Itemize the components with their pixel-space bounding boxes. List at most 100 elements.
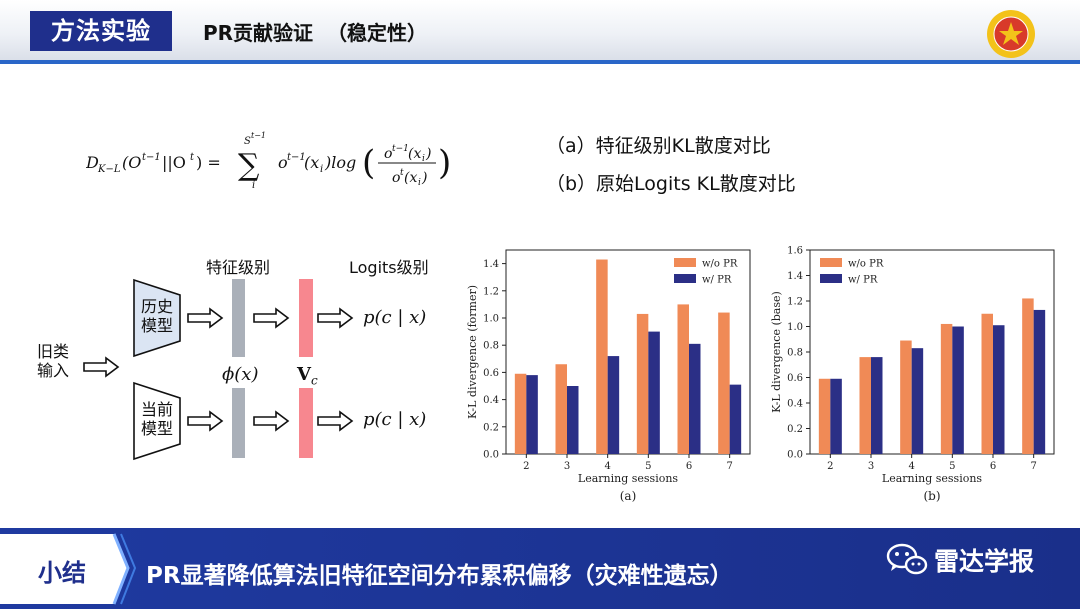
svg-text:(x: (x bbox=[404, 170, 417, 186]
model-diagram bbox=[83, 278, 353, 461]
note-a: （a）特征级别KL散度对比 bbox=[546, 135, 771, 157]
bar-wo-pr-5 bbox=[940, 323, 953, 454]
watermark-text: 雷达学报 bbox=[934, 547, 1035, 576]
bar-w-pr-5 bbox=[648, 331, 660, 454]
bar-wo-pr-4 bbox=[900, 340, 912, 454]
svg-text:i: i bbox=[252, 180, 255, 191]
svg-text:(x: (x bbox=[408, 146, 421, 162]
wechat-watermark: 雷达学报 bbox=[886, 540, 1051, 580]
svg-text:(: ( bbox=[362, 143, 375, 183]
svg-text:): ) bbox=[438, 143, 451, 183]
x-tick-label: 5 bbox=[949, 461, 955, 472]
y-axis-label: K-L divergence (base) bbox=[770, 291, 783, 413]
bar-w-pr-2 bbox=[830, 378, 842, 454]
bar-wo-pr-2 bbox=[818, 378, 831, 454]
y-tick-label: 1.2 bbox=[483, 286, 499, 297]
svg-text:t: t bbox=[400, 168, 404, 178]
svg-text:o: o bbox=[278, 153, 288, 172]
feature-bar-current bbox=[232, 388, 245, 458]
bar-wo-pr-3 bbox=[555, 364, 567, 454]
svg-text:) =: ) = bbox=[196, 153, 221, 172]
y-tick-label: 0.2 bbox=[787, 424, 803, 435]
y-tick-label: 1.2 bbox=[787, 297, 803, 308]
wechat-icon bbox=[886, 543, 928, 575]
legend-label-w-pr: w/ PR bbox=[702, 275, 732, 286]
svg-text:o: o bbox=[384, 146, 392, 162]
bar-wo-pr-7 bbox=[1022, 298, 1034, 454]
legend-swatch-wo-pr bbox=[820, 258, 842, 267]
svg-text:t−1: t−1 bbox=[142, 152, 161, 163]
y-tick-label: 1.6 bbox=[787, 246, 803, 257]
bar-wo-pr-2 bbox=[514, 373, 527, 454]
svg-text:t−1: t−1 bbox=[392, 144, 409, 154]
phi-label: ϕ(x) bbox=[222, 364, 259, 385]
chart-a: 0.0 0.2 0.4 0.6 0.8 1.0 1.2 1.4 2 3 4 5 6 7 Learning s… bbox=[466, 249, 751, 503]
section-tag: 方法实验 bbox=[30, 11, 172, 51]
svg-text:||O: ||O bbox=[162, 153, 186, 172]
svg-text:S: S bbox=[244, 136, 251, 147]
bar-wo-pr-3 bbox=[859, 357, 871, 454]
svg-text:(x: (x bbox=[304, 153, 319, 172]
y-tick-label: 0.2 bbox=[483, 422, 499, 433]
y-tick-label: 0.6 bbox=[483, 368, 499, 379]
svg-text:i: i bbox=[320, 164, 323, 175]
legend-label-w-pr: w/ PR bbox=[848, 275, 878, 286]
legend-swatch-w-pr bbox=[820, 274, 842, 283]
logit-bar-current bbox=[299, 388, 313, 458]
bar-wo-pr-6 bbox=[677, 304, 689, 454]
x-tick-label: 3 bbox=[868, 461, 874, 472]
svg-text:∑: ∑ bbox=[238, 148, 260, 183]
bar-wo-pr-6 bbox=[981, 313, 993, 454]
legend-swatch-wo-pr bbox=[674, 258, 696, 267]
y-tick-label: 0.8 bbox=[483, 341, 499, 352]
bar-w-pr-7 bbox=[729, 384, 742, 454]
logit-bar-history bbox=[299, 279, 313, 357]
y-tick-label: 1.0 bbox=[787, 322, 803, 333]
summary-text: PR显著降低算法旧特征空间分布累积偏移（灾难性遗忘） bbox=[146, 563, 733, 589]
input-label: 旧类 输入 bbox=[37, 342, 70, 380]
header-bar bbox=[0, 0, 1080, 62]
bar-w-pr-3 bbox=[871, 357, 883, 454]
bar-w-pr-5 bbox=[952, 326, 964, 454]
summary-tag: 小结 bbox=[38, 559, 86, 587]
svg-text:t−1: t−1 bbox=[287, 152, 306, 163]
bar-w-pr-4 bbox=[911, 348, 924, 454]
svg-text:K−L: K−L bbox=[97, 164, 121, 175]
y-tick-label: 0.4 bbox=[483, 395, 499, 406]
chart-caption: (b) bbox=[923, 489, 940, 503]
y-tick-label: 0.8 bbox=[787, 348, 803, 359]
x-tick-label: 4 bbox=[604, 461, 610, 472]
legend-swatch-w-pr bbox=[674, 274, 696, 283]
y-tick-label: 1.4 bbox=[483, 259, 499, 270]
page-title: PR贡献验证 （稳定性） bbox=[203, 21, 427, 45]
x-tick-label: 5 bbox=[645, 461, 651, 472]
bar-wo-pr-7 bbox=[718, 312, 730, 454]
input-arrow bbox=[83, 357, 119, 377]
x-tick-label: 6 bbox=[686, 461, 692, 472]
y-axis-label: K-L divergence (former) bbox=[466, 285, 479, 419]
university-emblem-logo bbox=[987, 10, 1035, 58]
output-prob-current: p(c | x) bbox=[363, 409, 427, 430]
chart-caption: (a) bbox=[620, 489, 637, 503]
current-model-label: 当前 模型 bbox=[141, 400, 174, 438]
history-model-box bbox=[133, 278, 181, 358]
y-tick-label: 1.4 bbox=[787, 271, 803, 282]
x-tick-label: 3 bbox=[564, 461, 570, 472]
current-model-box bbox=[133, 381, 181, 461]
svg-text:): ) bbox=[425, 146, 431, 162]
svg-text:)log: )log bbox=[324, 153, 356, 172]
x-tick-label: 2 bbox=[827, 461, 833, 472]
svg-text:(O: (O bbox=[122, 153, 141, 172]
x-tick-label: 6 bbox=[990, 461, 996, 472]
x-tick-label: 2 bbox=[523, 461, 529, 472]
feature-bar-history bbox=[232, 279, 245, 357]
bar-w-pr-4 bbox=[607, 356, 620, 454]
y-tick-label: 0.6 bbox=[787, 373, 803, 384]
svg-text:o: o bbox=[392, 170, 400, 186]
x-tick-label: 7 bbox=[1030, 461, 1036, 472]
x-axis-label: Learning sessions bbox=[578, 472, 679, 485]
svg-text:i: i bbox=[422, 154, 425, 164]
feature-level-label: 特征级别 bbox=[206, 258, 271, 277]
svg-text:t−1: t−1 bbox=[251, 131, 266, 140]
svg-text:t: t bbox=[190, 152, 195, 163]
